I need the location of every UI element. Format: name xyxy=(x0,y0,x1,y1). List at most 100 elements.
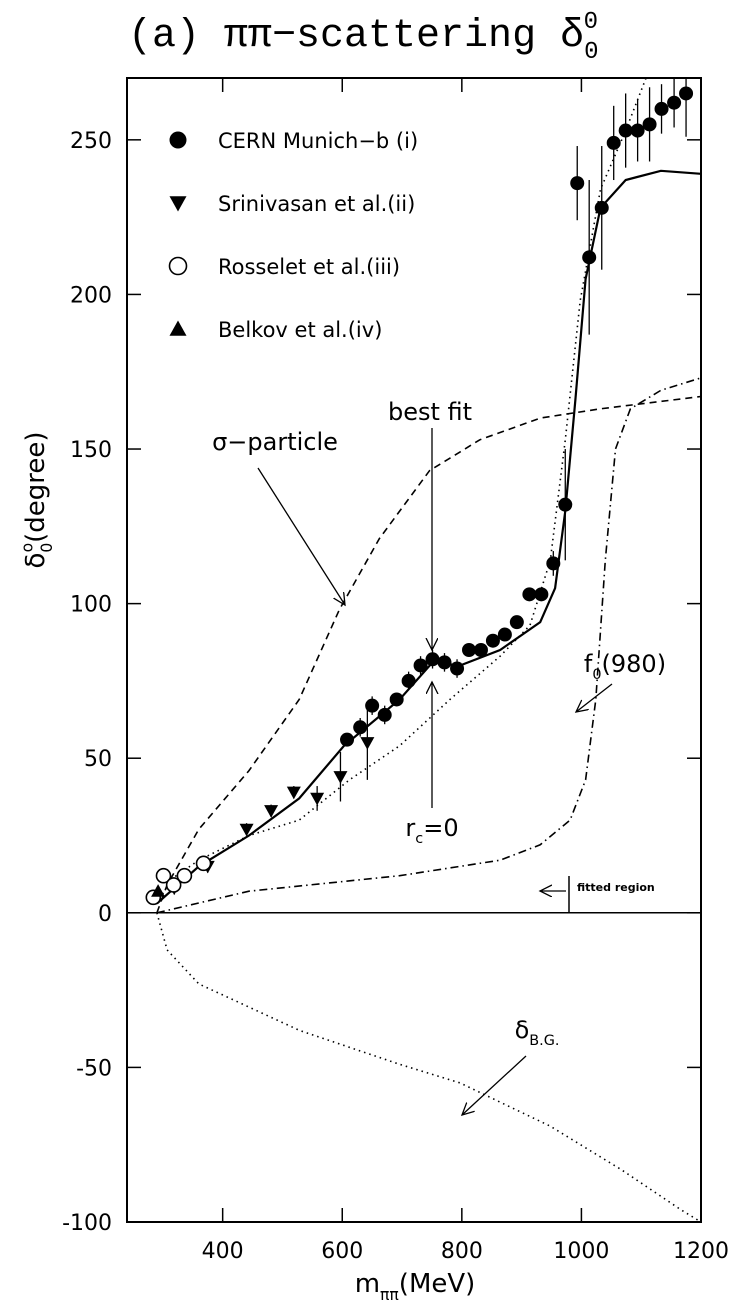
marker xyxy=(570,176,585,191)
marker xyxy=(333,771,348,784)
text-part: (a) ππ−scattering δ xyxy=(128,14,584,59)
marker xyxy=(522,587,537,602)
marker xyxy=(264,805,279,818)
x-tick-label: 1000 xyxy=(553,1239,609,1264)
text-part: o xyxy=(18,543,36,553)
marker xyxy=(195,855,212,872)
legend-label: Belkov et al.(iv) xyxy=(218,318,382,342)
y-tick-label: 200 xyxy=(70,283,112,308)
y-tick-label: 150 xyxy=(70,438,112,463)
marker xyxy=(509,615,524,630)
annotation-arrow xyxy=(462,1055,527,1115)
text-part: fitted region xyxy=(577,881,655,894)
text-part: (degree) xyxy=(21,431,51,542)
chart-title: (a) ππ−scattering δ0 0 xyxy=(128,9,598,66)
marker xyxy=(365,698,380,713)
y-tick-label: 100 xyxy=(70,593,112,618)
marker xyxy=(310,792,325,806)
text-part: f xyxy=(584,650,593,678)
text-part: m xyxy=(355,1269,380,1299)
legend-label: CERN Munich−b (i) xyxy=(218,129,418,153)
y-tick-label: -100 xyxy=(62,1211,112,1236)
marker xyxy=(630,123,645,138)
text-part: 0 xyxy=(592,667,601,683)
marker xyxy=(642,117,657,132)
legend-marker xyxy=(168,256,188,276)
marker xyxy=(534,587,549,602)
marker xyxy=(473,643,488,657)
curve xyxy=(156,395,701,914)
marker xyxy=(462,643,477,657)
annotation: best fit xyxy=(388,398,472,426)
marker xyxy=(618,123,633,138)
text-part: B.G. xyxy=(529,1033,559,1049)
text-part: ππ xyxy=(380,1286,399,1304)
marker xyxy=(558,497,573,512)
marker xyxy=(594,200,609,215)
marker xyxy=(413,658,428,673)
text-part: δ xyxy=(515,1016,530,1044)
text-part: 0 xyxy=(38,543,56,553)
annotation-arrow xyxy=(257,467,345,605)
marker xyxy=(425,652,440,667)
marker xyxy=(165,877,182,893)
marker xyxy=(155,867,172,884)
text-part: δ xyxy=(21,553,51,569)
marker xyxy=(497,627,512,642)
x-tick-label: 400 xyxy=(202,1239,244,1264)
marker xyxy=(176,867,193,884)
text-part: r xyxy=(405,814,415,842)
text-part: (980) xyxy=(602,650,667,678)
y-tick-label: 0 xyxy=(98,902,112,927)
marker xyxy=(485,633,500,648)
marker xyxy=(437,655,452,670)
marker xyxy=(151,884,166,897)
y-tick-label: 50 xyxy=(84,747,112,772)
curve xyxy=(156,912,701,1222)
text-part: 0 xyxy=(584,39,598,66)
x-tick-label: 600 xyxy=(321,1239,363,1264)
legend-marker xyxy=(169,320,187,336)
marker xyxy=(582,250,597,265)
marker xyxy=(353,720,368,735)
marker xyxy=(360,737,375,750)
marker xyxy=(606,135,621,150)
marker xyxy=(401,673,416,688)
marker xyxy=(654,101,669,116)
marker xyxy=(546,556,561,571)
annotation-arrow xyxy=(576,683,613,712)
annotation: f0(980) xyxy=(584,650,666,683)
marker xyxy=(389,692,404,707)
text-part: =0 xyxy=(423,814,458,842)
annotation: σ−particle xyxy=(212,428,338,456)
annotation: fitted region xyxy=(577,881,655,894)
y-axis-label: δ0o(degree) xyxy=(18,431,56,568)
marker xyxy=(286,786,301,800)
x-axis-label: mππ(MeV) xyxy=(355,1269,476,1304)
text-part: σ−particle xyxy=(212,428,338,456)
text-part: best fit xyxy=(388,398,472,426)
curve xyxy=(156,78,647,904)
legend-label: Rosselet et al.(iii) xyxy=(218,255,400,279)
annotation: δB.G. xyxy=(515,1016,560,1049)
plot-frame xyxy=(126,77,702,1223)
legend-label: Srinivasan et al.(ii) xyxy=(218,192,415,216)
marker xyxy=(377,707,392,722)
legend-marker xyxy=(169,131,187,149)
marker xyxy=(679,86,694,101)
marker xyxy=(450,661,465,676)
legend-marker xyxy=(169,196,187,212)
annotation: rc=0 xyxy=(405,814,458,847)
curve xyxy=(156,377,701,914)
marker xyxy=(340,732,355,747)
text-part: 0 xyxy=(584,9,598,36)
marker xyxy=(667,95,682,110)
marker xyxy=(239,823,254,837)
x-tick-label: 800 xyxy=(441,1239,483,1264)
y-tick-label: 250 xyxy=(70,129,112,154)
y-tick-label: -50 xyxy=(76,1056,112,1081)
x-tick-label: 1200 xyxy=(673,1239,729,1264)
text-part: c xyxy=(415,831,423,847)
plot-area xyxy=(145,78,701,1222)
